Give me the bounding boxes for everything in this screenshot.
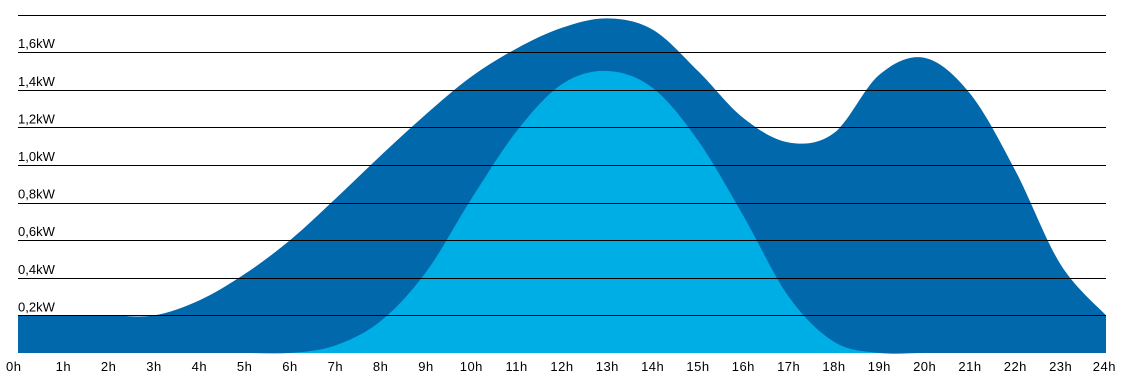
series-area-2 bbox=[18, 70, 1106, 354]
x-tick-label: 22h bbox=[1004, 359, 1027, 374]
y-tick-label: 1,6kW bbox=[18, 36, 56, 51]
y-tick-label: 1,2kW bbox=[18, 111, 56, 126]
y-tick-label: 1,4kW bbox=[18, 74, 56, 89]
x-tick-label: 23h bbox=[1049, 359, 1072, 374]
x-tick-label: 0h bbox=[6, 359, 21, 374]
x-tick-label: 5h bbox=[237, 359, 252, 374]
y-tick-label: 0,6kW bbox=[18, 224, 56, 239]
x-tick-label: 8h bbox=[373, 359, 388, 374]
x-tick-label: 11h bbox=[506, 359, 528, 374]
x-tick-label: 15h bbox=[686, 359, 709, 374]
x-tick-label: 2h bbox=[101, 359, 116, 374]
y-tick-label: 0,8kW bbox=[18, 187, 56, 202]
y-tick-label: 1,0kW bbox=[18, 149, 56, 164]
chart-gridlines bbox=[18, 15, 1106, 316]
y-axis-tick-labels: 0,2kW 0,4kW 0,6kW 0,8kW 1,0kW 1,2kW 1,4kW 1,6kW bbox=[18, 36, 56, 314]
x-tick-label: 12h bbox=[550, 359, 573, 374]
x-tick-label: 19h bbox=[868, 359, 891, 374]
x-tick-label: 16h bbox=[732, 359, 755, 374]
x-tick-label: 7h bbox=[328, 359, 343, 374]
x-tick-label: 10h bbox=[460, 359, 483, 374]
x-axis-tick-labels: 0h 1h 2h 3h 4h 5h 6h 7h 8h 9h 10h 11h 12h 13h 14h 15h 16… bbox=[6, 359, 1116, 374]
x-tick-label: 24h bbox=[1093, 359, 1116, 374]
x-tick-label: 1h bbox=[56, 359, 71, 374]
y-tick-label: 0,2kW bbox=[18, 299, 56, 314]
y-tick-label: 0,4kW bbox=[18, 262, 56, 277]
x-tick-label: 14h bbox=[641, 359, 664, 374]
chart-areas bbox=[18, 18, 1106, 354]
x-tick-label: 18h bbox=[822, 359, 845, 374]
x-tick-label: 9h bbox=[418, 359, 433, 374]
x-tick-label: 4h bbox=[192, 359, 207, 374]
x-tick-label: 20h bbox=[913, 359, 936, 374]
x-tick-label: 17h bbox=[777, 359, 800, 374]
x-tick-label: 21h bbox=[958, 359, 981, 374]
x-tick-label: 3h bbox=[146, 359, 161, 374]
x-tick-label: 13h bbox=[596, 359, 619, 374]
x-tick-label: 6h bbox=[282, 359, 297, 374]
